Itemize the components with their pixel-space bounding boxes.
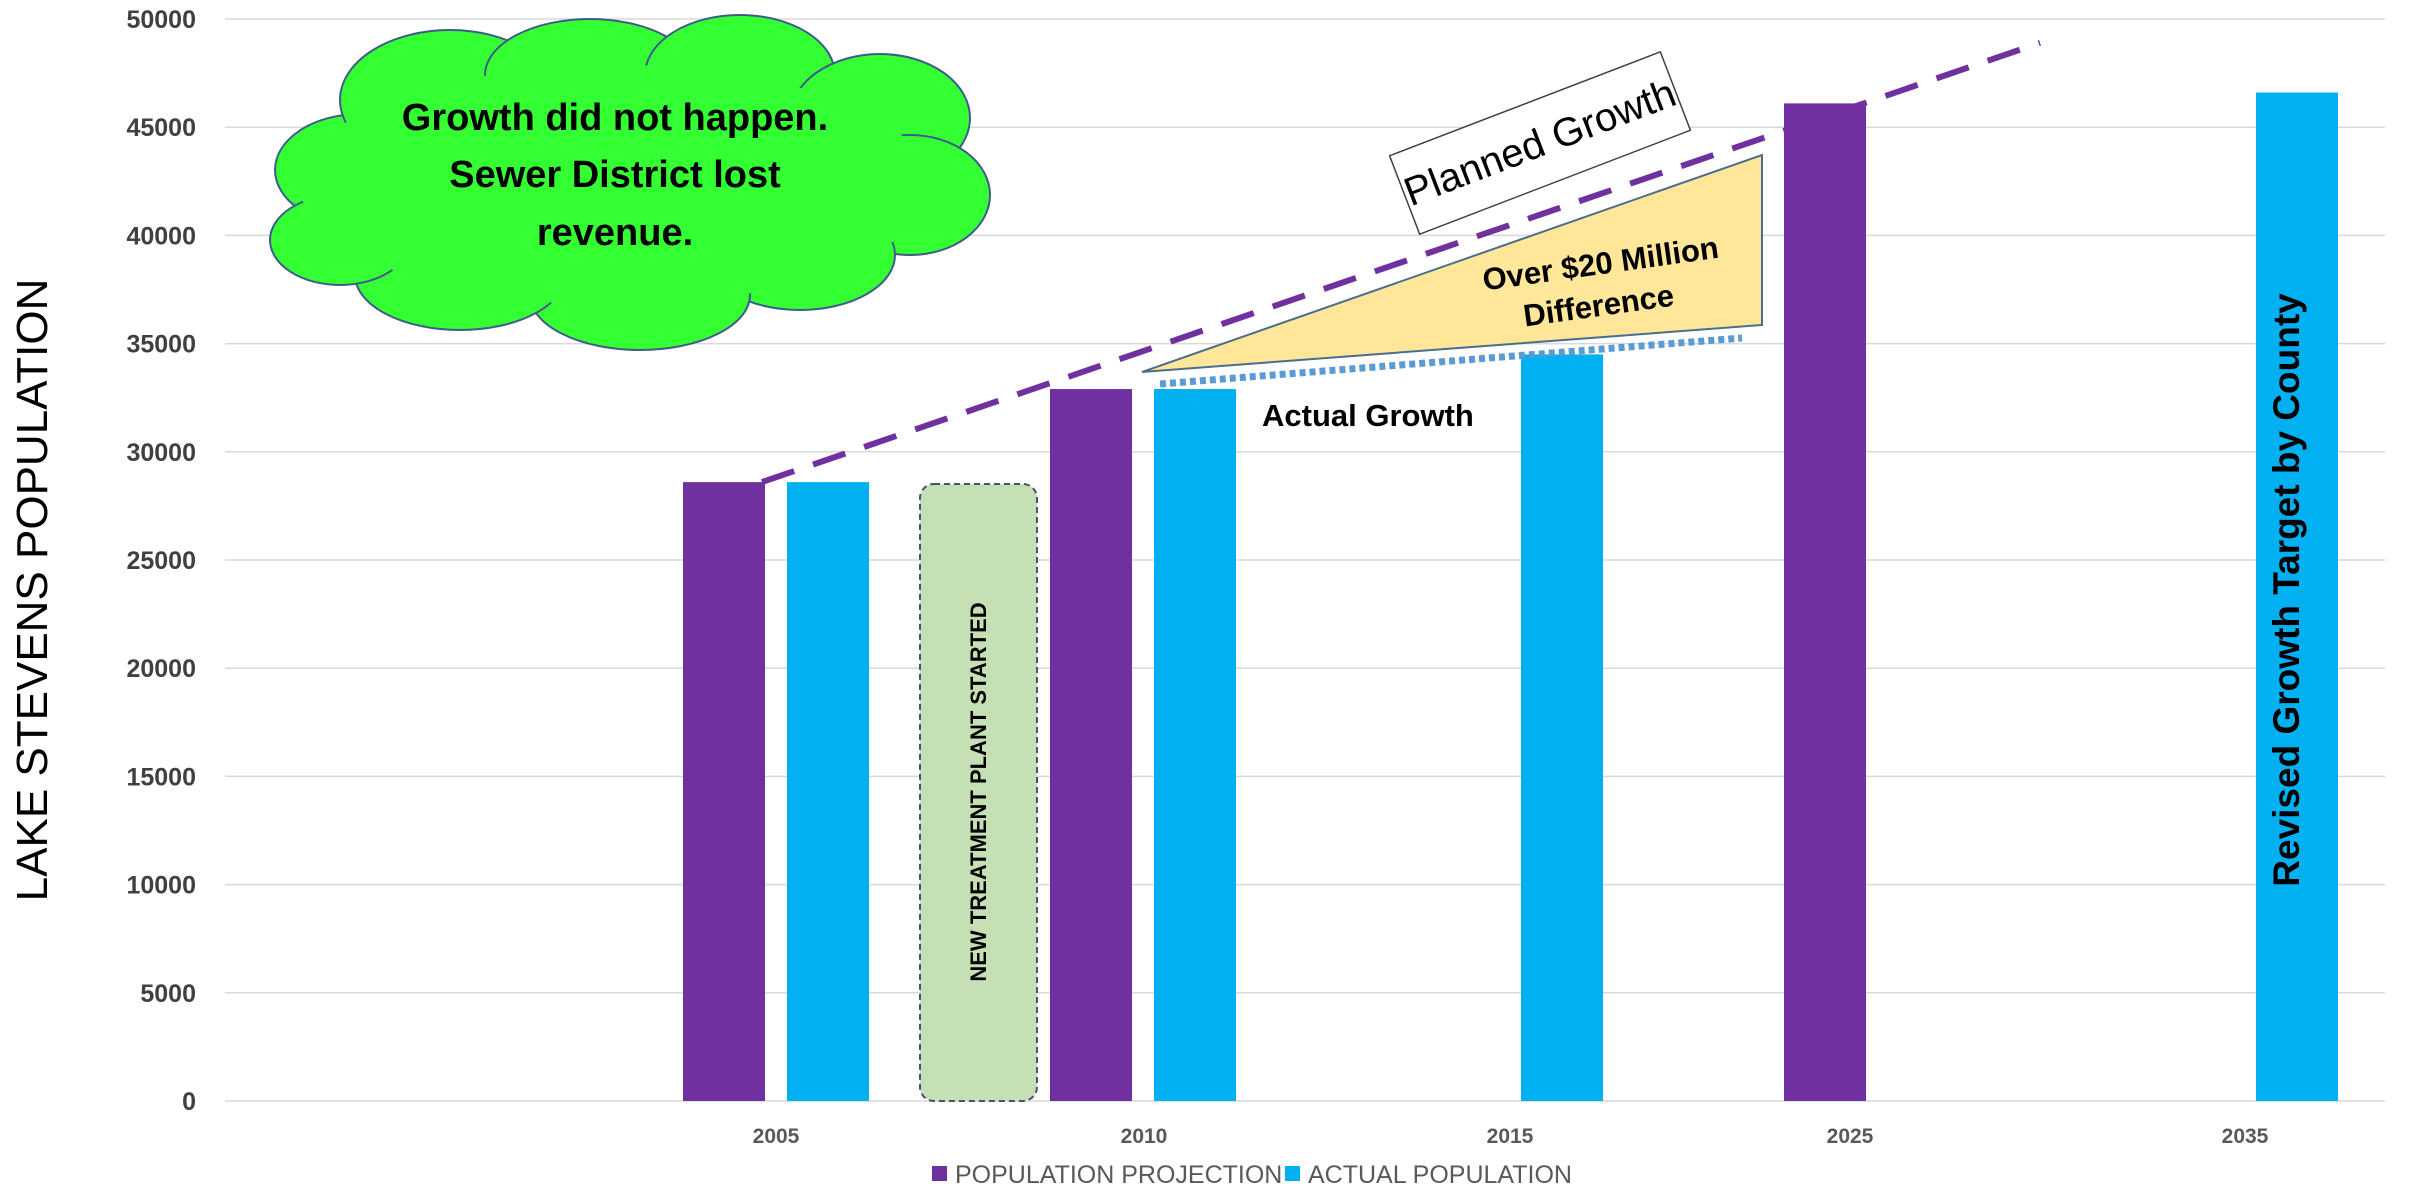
bar-actual-2005 xyxy=(787,482,869,1101)
y-axis-label: LAKE STEVENS POPULATION xyxy=(8,279,57,902)
planned-growth-line xyxy=(761,39,2041,485)
trend-lines xyxy=(761,39,2041,485)
bar-projection-2025 xyxy=(1784,103,1866,1101)
legend-label: POPULATION PROJECTION xyxy=(955,1161,1282,1189)
y-tick-label: 40000 xyxy=(126,222,196,250)
bar-projection-2005 xyxy=(683,482,765,1101)
y-tick-label: 45000 xyxy=(126,114,196,142)
y-tick-label: 0 xyxy=(182,1088,196,1116)
y-tick-label: 20000 xyxy=(126,655,196,683)
cloud-text-line-2: Sewer District lost xyxy=(449,154,781,196)
actual-growth-line xyxy=(1159,334,1743,388)
y-tick-label: 50000 xyxy=(126,6,196,34)
difference-triangle: Over $20 Million Difference xyxy=(1141,153,1763,373)
legend-swatch xyxy=(932,1166,947,1181)
legend-swatch xyxy=(1285,1166,1300,1181)
x-tick-label: 2015 xyxy=(1487,1125,1534,1148)
bars xyxy=(683,92,2338,1102)
treatment-plant-box: NEW TREATMENT PLANT STARTED xyxy=(919,483,1038,1102)
x-tick-label: 2035 xyxy=(2222,1125,2269,1148)
legend: POPULATION PROJECTION ACTUAL POPULATION xyxy=(932,1161,1572,1189)
legend-label: ACTUAL POPULATION xyxy=(1308,1161,1572,1189)
treatment-plant-label: NEW TREATMENT PLANT STARTED xyxy=(966,602,991,981)
y-tick-label: 30000 xyxy=(126,439,196,467)
actual-growth-label: Actual Growth xyxy=(1262,398,1474,433)
bar-projection-2010 xyxy=(1050,389,1132,1101)
cloud-text-line-1: Growth did not happen. xyxy=(402,97,828,139)
x-tick-label: 2010 xyxy=(1121,1125,1168,1148)
x-tick-label: 2005 xyxy=(753,1125,800,1148)
x-tick-label: 2025 xyxy=(1827,1125,1874,1148)
y-tick-label: 10000 xyxy=(126,872,196,900)
cloud-text-line-3: revenue. xyxy=(537,212,693,254)
y-tick-label: 5000 xyxy=(140,980,196,1008)
y-tick-label: 25000 xyxy=(126,547,196,575)
bar-actual-2035 xyxy=(2256,92,2338,1102)
bar-actual-2010 xyxy=(1154,389,1236,1101)
x-axis-ticks: 2005 2010 2015 2025 2035 xyxy=(753,1125,2269,1148)
y-tick-label: 35000 xyxy=(126,331,196,359)
revised-target-label: Revised Growth Target by County xyxy=(2266,293,2307,887)
cloud-callout: Growth did not happen. Sewer District lo… xyxy=(269,14,991,351)
bar-actual-2015 xyxy=(1521,354,1603,1101)
y-tick-label: 15000 xyxy=(126,763,196,791)
y-axis-ticks: 0 5000 10000 15000 20000 25000 30000 35000 40000… xyxy=(126,6,196,1116)
